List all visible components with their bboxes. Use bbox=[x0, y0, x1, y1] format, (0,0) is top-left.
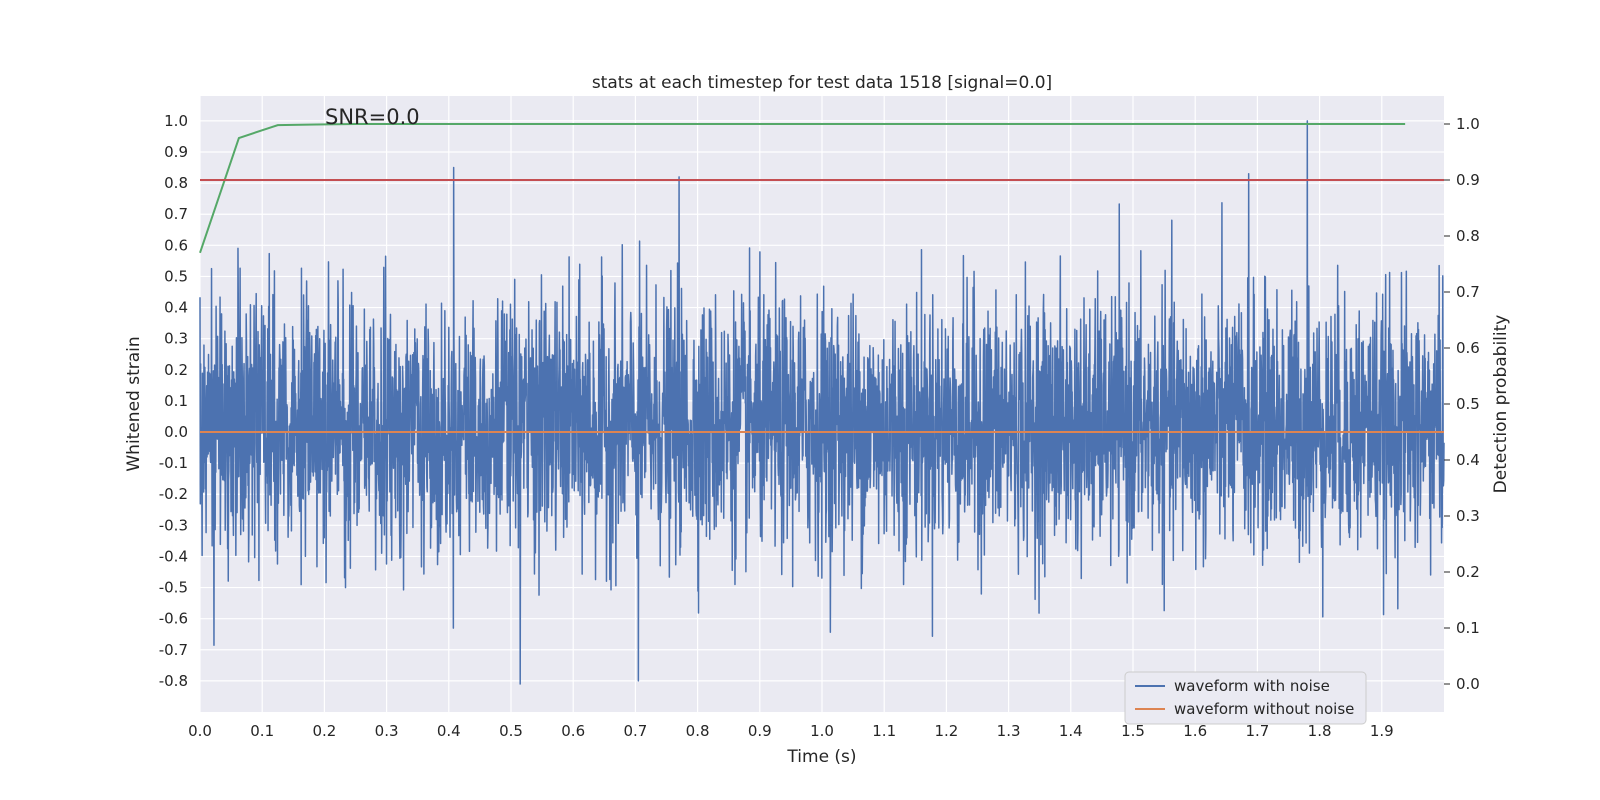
legend-label-noise: waveform with noise bbox=[1174, 677, 1330, 695]
legend-box bbox=[1124, 671, 1367, 725]
x-tick-label: 0.9 bbox=[748, 722, 772, 740]
y-tick-label: 0.2 bbox=[164, 361, 188, 379]
x-tick-label: 0.1 bbox=[250, 722, 274, 740]
y2-tick-label: 0.8 bbox=[1456, 227, 1480, 245]
x-tick-label: 1.4 bbox=[1059, 722, 1083, 740]
x-tick-label: 1.7 bbox=[1245, 722, 1269, 740]
y-tick-label: -0.1 bbox=[159, 454, 188, 472]
snr-annotation: SNR=0.0 bbox=[325, 105, 420, 129]
x-tick-label: 0.0 bbox=[188, 722, 212, 740]
y2-tick-label: 0.7 bbox=[1456, 283, 1480, 301]
y-tick-label: 0.1 bbox=[164, 392, 188, 410]
x-tick-label: 0.5 bbox=[499, 722, 523, 740]
y-tick-label: 1.0 bbox=[164, 112, 188, 130]
y-tick-label: 0.4 bbox=[164, 299, 188, 317]
x-tick-label: 0.4 bbox=[437, 722, 461, 740]
y-tick-label: 0.3 bbox=[164, 330, 188, 348]
x-tick-label: 0.3 bbox=[375, 722, 399, 740]
x-tick-label: 1.2 bbox=[934, 722, 958, 740]
y2-tick-label: 0.5 bbox=[1456, 395, 1480, 413]
y-tick-label: 0.6 bbox=[164, 236, 188, 254]
y2-axis-ticks: 0.0 0.1 0.2 0.3 0.4 0.5 0.6 0.7 0.8 0.9 1.0 bbox=[1444, 115, 1480, 693]
x-tick-label: 1.3 bbox=[997, 722, 1021, 740]
y2-tick-label: 0.2 bbox=[1456, 563, 1480, 581]
chart-title: stats at each timestep for test data 151… bbox=[592, 73, 1052, 93]
y-tick-label: 0.9 bbox=[164, 143, 188, 161]
x-tick-label: 1.1 bbox=[872, 722, 896, 740]
y2-tick-label: 0.1 bbox=[1456, 619, 1480, 637]
x-tick-label: 0.8 bbox=[686, 722, 710, 740]
y2-tick-label: 0.4 bbox=[1456, 451, 1480, 469]
y-tick-label: 0.0 bbox=[164, 423, 188, 441]
y-tick-label: -0.3 bbox=[159, 516, 188, 534]
y-tick-label: 0.5 bbox=[164, 267, 188, 285]
y2-axis-label: Detection probability bbox=[1491, 315, 1511, 494]
legend: waveform with noise waveform without noi… bbox=[1124, 671, 1367, 725]
series-detection-probability bbox=[199, 123, 1406, 254]
x-tick-label: 1.5 bbox=[1121, 722, 1145, 740]
y-tick-label: -0.7 bbox=[159, 641, 188, 659]
y-tick-label: -0.5 bbox=[159, 579, 188, 597]
x-tick-label: 0.2 bbox=[312, 722, 336, 740]
y-tick-label: -0.6 bbox=[159, 610, 188, 628]
x-tick-label: 1.8 bbox=[1308, 722, 1332, 740]
x-tick-label: 1.0 bbox=[810, 722, 834, 740]
y2-tick-label: 0.9 bbox=[1456, 171, 1480, 189]
series-lines bbox=[199, 123, 1444, 433]
y-tick-label: 0.8 bbox=[164, 174, 188, 192]
y2-tick-label: 1.0 bbox=[1456, 115, 1480, 133]
series-waveform-with-noise bbox=[199, 120, 1445, 685]
x-tick-label: 0.6 bbox=[561, 722, 585, 740]
x-axis-ticks: 0.0 0.1 0.2 0.3 0.4 0.5 0.6 0.7 0.8 0.9 1.0 1.1 1.2 1… bbox=[188, 722, 1394, 740]
noise-waveform-line bbox=[199, 120, 1445, 685]
x-tick-label: 1.9 bbox=[1370, 722, 1394, 740]
y-tick-label: 0.7 bbox=[164, 205, 188, 223]
y2-tick-label: 0.0 bbox=[1456, 675, 1480, 693]
x-tick-label: 1.6 bbox=[1183, 722, 1207, 740]
x-tick-label: 0.7 bbox=[623, 722, 647, 740]
y-tick-label: -0.4 bbox=[159, 547, 188, 565]
y-tick-label: -0.8 bbox=[159, 672, 188, 690]
y-axis-label: Whitened strain bbox=[124, 336, 144, 471]
y-axis-ticks: -0.8 -0.7 -0.6 -0.5 -0.4 -0.3 -0.2 -0.1 0.0 0.1 0.… bbox=[159, 112, 188, 690]
x-axis-label: Time (s) bbox=[786, 747, 856, 767]
legend-label-clean: waveform without noise bbox=[1174, 700, 1354, 718]
y2-tick-label: 0.6 bbox=[1456, 339, 1480, 357]
y-tick-label: -0.2 bbox=[159, 485, 188, 503]
y2-tick-label: 0.3 bbox=[1456, 507, 1480, 525]
